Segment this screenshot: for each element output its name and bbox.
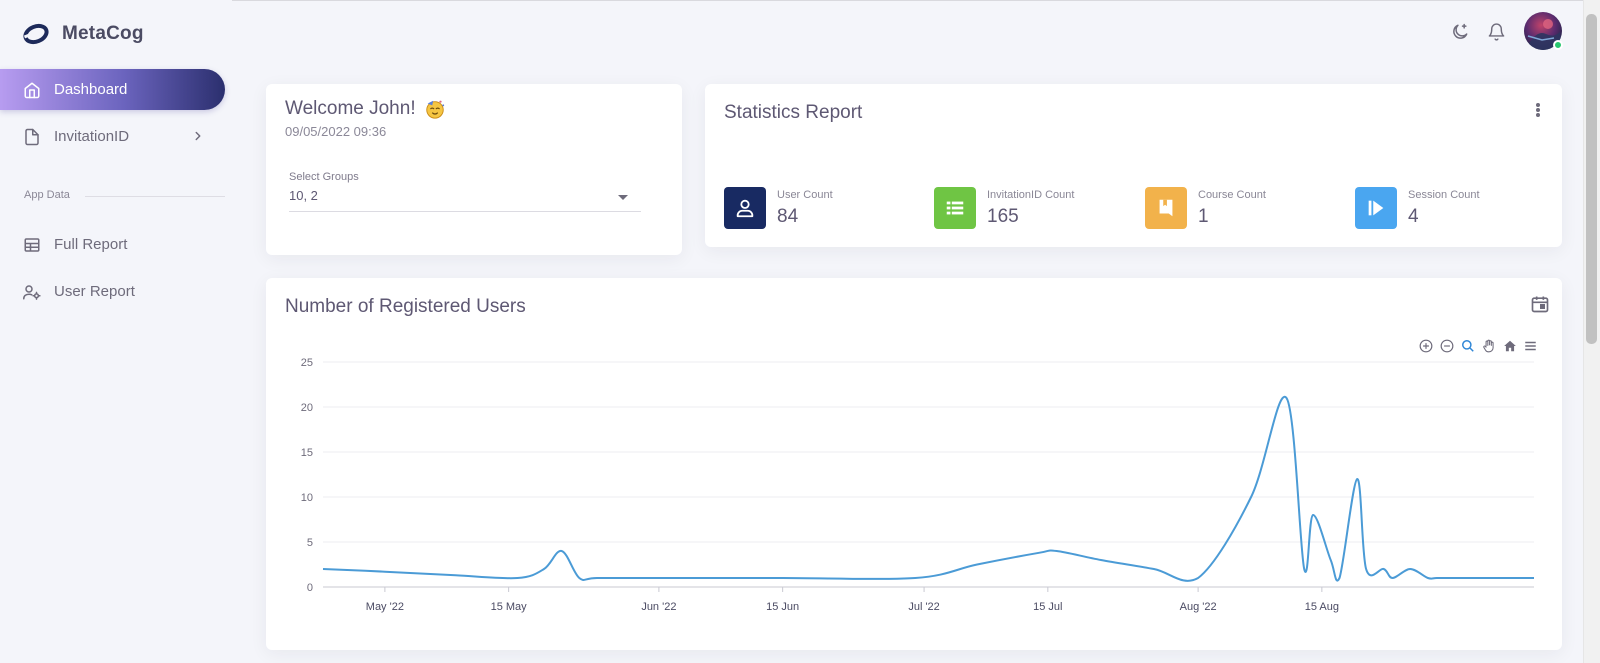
y-tick-label: 0 (307, 582, 313, 594)
y-tick-label: 25 (301, 357, 313, 369)
section-divider (85, 196, 225, 197)
stat-invitationid-count: InvitationID Count 165 (934, 187, 1074, 229)
file-icon (22, 127, 42, 147)
sidebar-item-user-report[interactable]: User Report (0, 271, 225, 312)
table-icon (22, 235, 42, 255)
window-top-border (0, 0, 1600, 1)
x-tick-label: Jul '22 (908, 601, 939, 613)
stat-value: 1 (1198, 206, 1209, 227)
zoom-select-icon[interactable] (1460, 338, 1475, 353)
sidebar: MetaCog Dashboard InvitationID App Data … (0, 0, 232, 663)
stat-label: InvitationID Count (987, 189, 1075, 201)
welcome-card: Welcome John! 09/05/2022 09:36 Select Gr… (266, 84, 682, 255)
statistics-title: Statistics Report (724, 102, 863, 123)
online-status-dot (1553, 40, 1563, 50)
sidebar-item-label: Dashboard (54, 81, 128, 98)
stat-label: User Count (777, 189, 833, 201)
series-line (322, 395, 1534, 582)
scrollbar-thumb[interactable] (1586, 14, 1597, 344)
sidebar-item-full-report[interactable]: Full Report (0, 224, 225, 265)
user-settings-icon (22, 282, 42, 302)
stat-session-count: Session Count 4 (1355, 187, 1480, 229)
x-tick-label: 15 Jul (1033, 601, 1062, 613)
welcome-text: Welcome John! (285, 98, 416, 119)
brand[interactable]: MetaCog (22, 22, 144, 46)
section-header-app-data: App Data (24, 189, 70, 201)
chart-title: Number of Registered Users (285, 296, 526, 317)
dark-mode-toggle[interactable] (1449, 21, 1471, 43)
moon-star-icon (1453, 23, 1468, 39)
zoom-in-icon[interactable] (1418, 338, 1433, 353)
x-tick-label: Jun '22 (641, 601, 676, 613)
y-tick-label: 20 (301, 402, 313, 414)
bookmark-icon (1145, 187, 1187, 229)
avatar-image (1524, 19, 1562, 50)
list-icon (934, 187, 976, 229)
chevron-right-icon (191, 129, 205, 147)
user-icon (724, 187, 766, 229)
stat-label: Course Count (1198, 189, 1266, 201)
more-options-icon[interactable] (1534, 101, 1542, 119)
dropdown-caret-icon[interactable] (618, 195, 628, 200)
registered-users-line-chart: 0 5 10 15 20 25 May '22 15 May Jun '22 15 Jun Jul … (301, 357, 1534, 613)
reset-home-icon[interactable] (1502, 338, 1517, 353)
sidebar-item-label: Full Report (54, 236, 128, 253)
stat-value: 84 (777, 206, 799, 227)
select-groups-underline (289, 211, 641, 212)
stat-course-count: Course Count 1 (1145, 187, 1266, 229)
pan-hand-icon[interactable] (1481, 338, 1496, 353)
stat-value: 4 (1408, 206, 1419, 227)
y-tick-label: 5 (307, 537, 313, 549)
zoom-out-icon[interactable] (1439, 338, 1454, 353)
x-tick-label: 15 Aug (1305, 601, 1339, 613)
menu-icon[interactable] (1523, 338, 1538, 353)
chart-toolbar (1418, 338, 1538, 353)
y-tick-label: 15 (301, 447, 313, 459)
sidebar-item-dashboard[interactable]: Dashboard (0, 69, 225, 110)
sidebar-item-label: User Report (54, 283, 135, 300)
stat-user-count: User Count 84 (724, 187, 833, 229)
brand-name: MetaCog (62, 23, 144, 44)
x-tick-label: Aug '22 (1180, 601, 1217, 613)
celebration-emoji-icon (425, 100, 444, 119)
select-groups-value[interactable]: 10, 2 (289, 188, 318, 203)
x-tick-label: May '22 (366, 601, 404, 613)
statistics-card: Statistics Report User Count 84 Invitati… (705, 84, 1562, 247)
sidebar-item-invitationid[interactable]: InvitationID (0, 116, 225, 157)
select-groups-label: Select Groups (289, 171, 359, 183)
registered-users-chart-card: Number of Registered Users 0 5 10 15 20 25 May… (266, 278, 1562, 650)
x-tick-label: 15 May (491, 601, 528, 613)
stat-value: 165 (987, 206, 1019, 227)
stat-label: Session Count (1408, 189, 1480, 201)
calendar-icon[interactable] (1530, 294, 1550, 314)
welcome-datetime: 09/05/2022 09:36 (285, 124, 387, 139)
y-tick-label: 10 (301, 492, 313, 504)
x-tick-label: 15 Jun (766, 601, 799, 613)
welcome-title: Welcome John! (285, 98, 446, 120)
sidebar-item-label: InvitationID (54, 128, 130, 145)
notifications-button[interactable] (1485, 21, 1507, 43)
home-icon (22, 80, 42, 100)
play-next-icon (1355, 187, 1397, 229)
metacog-logo-icon (23, 23, 49, 45)
bell-icon (1488, 23, 1504, 41)
